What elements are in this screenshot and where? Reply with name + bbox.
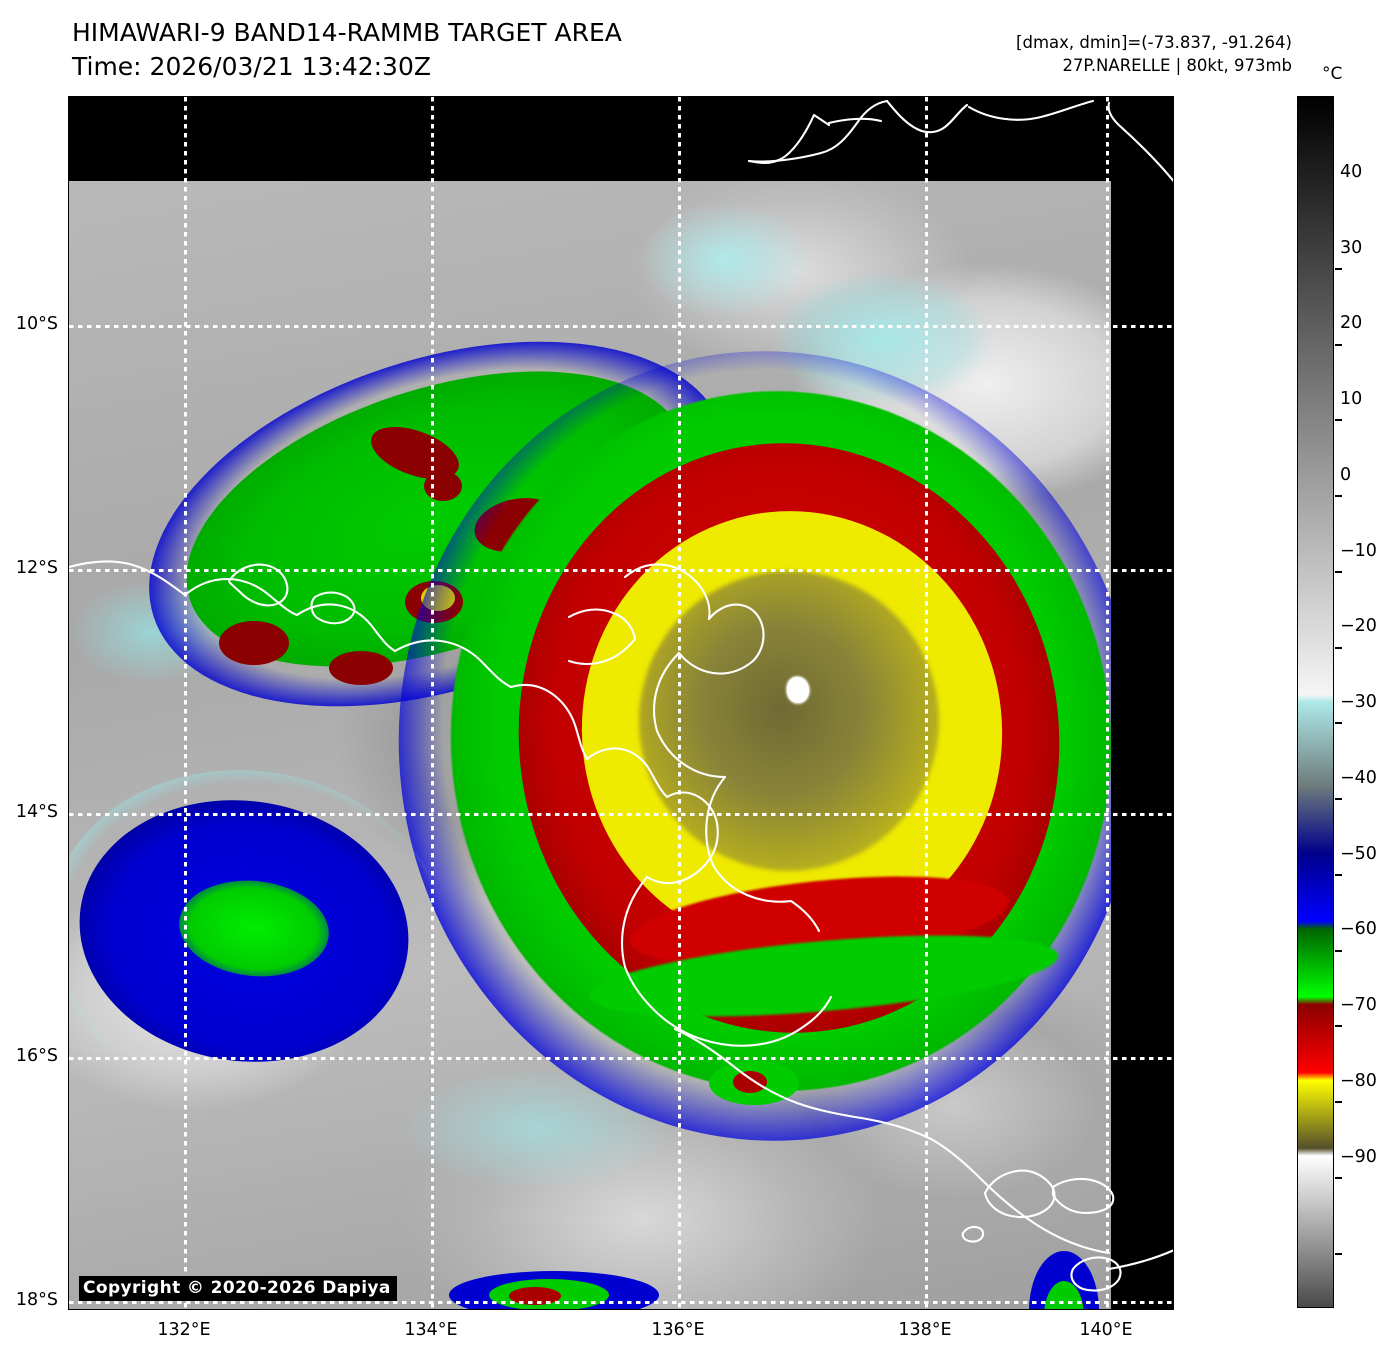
colorbar-tick-mark xyxy=(1335,1176,1342,1179)
colorbar-tick-mark xyxy=(1335,495,1342,497)
colorbar-tick-label: 40 xyxy=(1340,161,1363,182)
coastline-path xyxy=(967,99,1095,121)
copyright-watermark: Copyright © 2020-2026 Dapiya xyxy=(79,1276,397,1301)
colorbar-tick-label: −70 xyxy=(1340,995,1377,1015)
page-title: HIMAWARI-9 BAND14-RAMMB TARGET AREA Time… xyxy=(72,16,622,84)
colorbar-tick-label: 20 xyxy=(1340,313,1363,334)
xtick-label: 132°E xyxy=(157,1320,211,1340)
title-line: HIMAWARI-9 BAND14-RAMMB TARGET AREA xyxy=(72,18,622,47)
satellite-data-swath xyxy=(69,181,1111,1309)
cold-top-blob xyxy=(329,651,393,685)
colorbar-tick-mark xyxy=(1335,419,1342,422)
colorbar-tick-mark xyxy=(1335,1025,1342,1028)
colorbar-tick-mark xyxy=(1335,1252,1342,1255)
dmax-dmin-readout: [dmax, dmin]=(-73.837, -91.264) xyxy=(1016,33,1292,52)
coastline-path xyxy=(1107,1249,1173,1271)
colorbar-tick-mark xyxy=(1335,722,1342,725)
colorbar-tick-label: 0 xyxy=(1340,464,1352,485)
storm-readout: 27P.NARELLE | 80kt, 973mb xyxy=(1062,56,1292,75)
colorbar-tick-mark xyxy=(1335,798,1342,800)
coastline-path xyxy=(1107,101,1173,183)
colorbar-tick-label: 30 xyxy=(1340,237,1363,258)
coastline-path xyxy=(747,99,889,163)
cold-top-blob xyxy=(219,621,289,665)
colorbar-tick-mark xyxy=(1335,873,1342,876)
colorbar-tick-label: 10 xyxy=(1340,389,1363,409)
colorbar-tick-mark xyxy=(1335,343,1342,346)
colorbar-tick-mark xyxy=(1335,646,1342,649)
colorbar xyxy=(1297,96,1342,1308)
coastline-path xyxy=(827,117,883,125)
colorbar-tick-label: −80 xyxy=(1340,1070,1377,1091)
storm-eye xyxy=(787,677,809,703)
colorbar-unit-label: °C xyxy=(1322,64,1343,84)
coastline-path xyxy=(747,113,831,165)
ytick-label: 18°S xyxy=(15,1290,58,1310)
time-line: Time: 2026/03/21 13:42:30Z xyxy=(72,52,431,81)
colorbar-tick-label: −40 xyxy=(1340,767,1377,788)
ytick-label: 14°S xyxy=(15,802,58,822)
colorbar-tick-label: −50 xyxy=(1340,843,1377,864)
xtick-label: 140°E xyxy=(1079,1320,1133,1340)
colorbar-tick-mark xyxy=(1335,1101,1342,1103)
colorbar-tick-label: −60 xyxy=(1340,919,1377,940)
colorbar-gradient xyxy=(1298,97,1333,1307)
colorbar-tick-mark xyxy=(1335,570,1342,573)
satellite-image-plot: Copyright © 2020-2026 Dapiya xyxy=(68,96,1174,1310)
metadata-block: [dmax, dmin]=(-73.837, -91.264) 27P.NARE… xyxy=(1016,31,1292,77)
ytick-label: 16°S xyxy=(15,1046,58,1066)
colorbar-tick-label: −10 xyxy=(1340,540,1377,561)
xtick-label: 136°E xyxy=(651,1320,705,1340)
convective-cell xyxy=(733,1071,767,1093)
xtick-label: 134°E xyxy=(404,1320,458,1340)
cold-top-blob xyxy=(424,471,462,501)
colorbar-tick-mark xyxy=(1335,267,1342,270)
colorbar-tick-label: −90 xyxy=(1340,1146,1377,1167)
coastline-path xyxy=(885,99,969,134)
colorbar-tick-mark xyxy=(1335,949,1342,952)
xtick-label: 138°E xyxy=(898,1320,952,1340)
ytick-label: 10°S xyxy=(15,314,58,334)
convective-cell xyxy=(509,1287,561,1305)
colorbar-tick-label: −30 xyxy=(1340,692,1377,712)
ytick-label: 12°S xyxy=(15,558,58,578)
colorbar-tick-label: −20 xyxy=(1340,616,1377,637)
